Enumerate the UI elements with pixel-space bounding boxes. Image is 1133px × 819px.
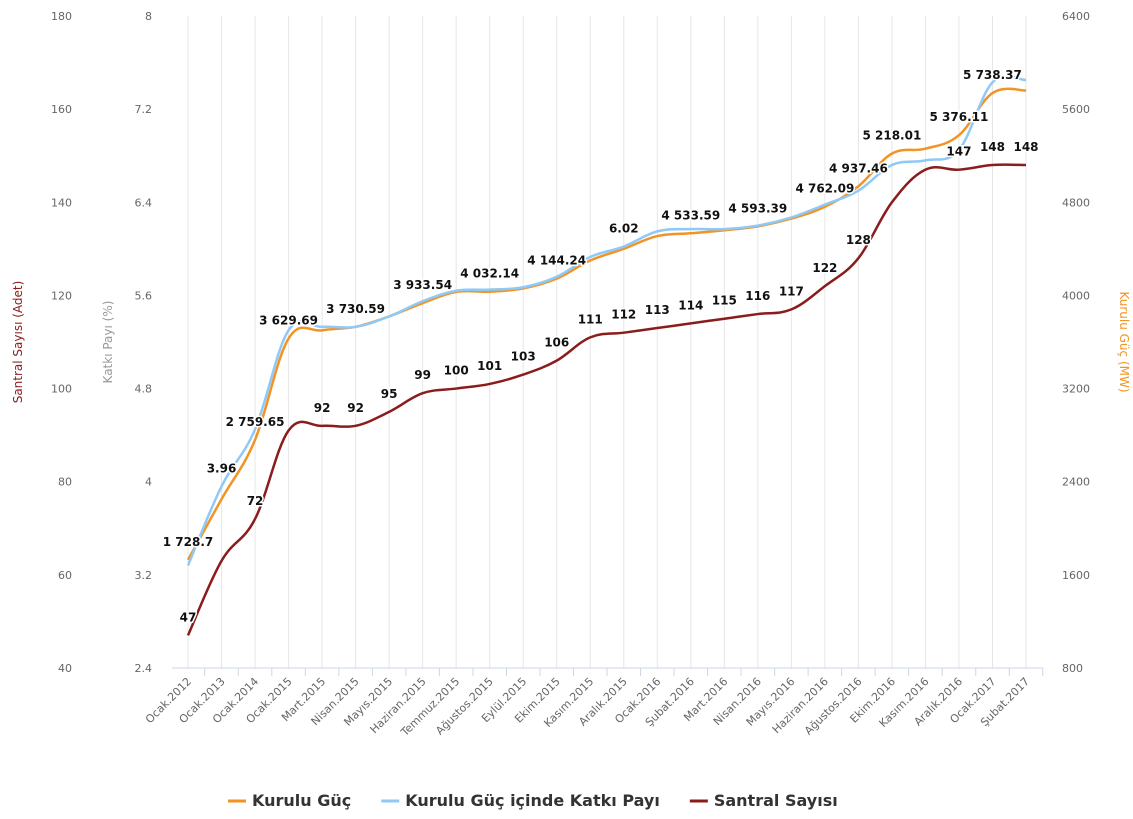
data-label: 5 376.11: [930, 110, 989, 124]
data-label: 92: [314, 401, 331, 415]
data-label: 103: [511, 350, 536, 364]
data-label: 148: [980, 140, 1005, 154]
y-tick-label: 180: [51, 10, 72, 23]
data-label: 6.02: [609, 222, 639, 236]
data-label: 116: [745, 289, 770, 303]
y-tick-label: 140: [51, 196, 72, 209]
y-tick-label: 40: [58, 662, 72, 675]
y-tick-label: 4.8: [135, 383, 153, 396]
y-tick-label: 2.4: [135, 662, 153, 675]
y-tick-label: 120: [51, 289, 72, 302]
data-label: 4 593.39: [728, 201, 787, 215]
data-label: 4 937.46: [829, 161, 888, 175]
y-tick-label: 4800: [1062, 196, 1090, 209]
data-label: 114: [678, 298, 703, 312]
y2-axis-title: Katkı Payı (%): [101, 301, 115, 384]
y-tick-label: 4: [145, 476, 152, 489]
series-line: [186, 87, 1027, 561]
legend-label: Kurulu Güç: [252, 791, 351, 810]
data-label: 111: [578, 312, 603, 326]
data-label: 4 762.09: [795, 182, 854, 196]
data-label: 95: [381, 387, 398, 401]
y-tick-label: 100: [51, 383, 72, 396]
y-tick-label: 80: [58, 476, 72, 489]
data-label: 1 728.7: [163, 535, 213, 549]
y-tick-label: 60: [58, 569, 72, 582]
data-label: 47: [180, 610, 197, 624]
data-label: 112: [611, 308, 636, 322]
y3-axis-title: Kurulu Güç (MW): [1117, 291, 1131, 392]
legend-item: Santral Sayısı: [689, 791, 838, 810]
legend-label: Kurulu Güç içinde Katkı Payı: [405, 791, 660, 810]
y-tick-label: 1600: [1062, 569, 1090, 582]
data-label: 101: [477, 359, 502, 373]
data-label: 3 933.54: [393, 278, 452, 292]
data-label: 4 144.24: [527, 254, 586, 268]
y-tick-label: 6.4: [135, 196, 153, 209]
data-label: 115: [712, 294, 737, 308]
data-label: 99: [414, 368, 431, 382]
data-label: 113: [645, 303, 670, 317]
legend-label: Santral Sayısı: [714, 791, 838, 810]
y-tick-label: 8: [145, 10, 152, 23]
y-tick-label: 2400: [1062, 476, 1090, 489]
data-label: 3.96: [207, 461, 237, 475]
y-tick-label: 3200: [1062, 383, 1090, 396]
data-label: 72: [247, 494, 264, 508]
y-tick-label: 5.6: [135, 289, 153, 302]
legend-item: Kurulu Güç içinde Katkı Payı: [381, 791, 660, 810]
series-line: [186, 163, 1027, 636]
data-label: 2 759.65: [226, 415, 285, 429]
data-label: 147: [946, 145, 971, 159]
data-label: 148: [1013, 140, 1038, 154]
y-tick-label: 4000: [1062, 289, 1090, 302]
data-label: 100: [444, 364, 469, 378]
y-tick-label: 160: [51, 103, 72, 116]
data-label: 117: [779, 284, 804, 298]
y-axis-title: Santral Sayısı (Adet): [11, 281, 25, 404]
y-tick-label: 5600: [1062, 103, 1090, 116]
data-label: 3 730.59: [326, 302, 385, 316]
data-label: 4 533.59: [661, 208, 720, 222]
data-label: 3 629.69: [259, 314, 318, 328]
x-tick-label: Temmuz.2015: [398, 675, 463, 740]
y-tick-label: 7.2: [135, 103, 153, 116]
data-label: 128: [846, 233, 871, 247]
legend-item: Kurulu Güç: [228, 791, 351, 810]
data-label: 4 032.14: [460, 267, 519, 281]
data-label: 122: [812, 261, 837, 275]
data-label: 92: [347, 401, 364, 415]
y-tick-label: 3.2: [135, 569, 153, 582]
data-label: 106: [544, 336, 569, 350]
y-tick-label: 6400: [1062, 10, 1090, 23]
data-label: 5 218.01: [862, 129, 921, 143]
y-tick-label: 800: [1062, 662, 1083, 675]
data-label: 5 738.37: [963, 68, 1022, 82]
series-line: [186, 74, 1027, 567]
